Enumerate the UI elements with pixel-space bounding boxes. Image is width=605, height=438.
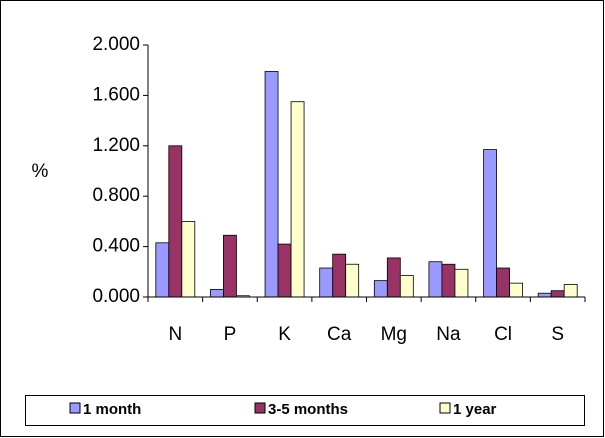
bar — [537, 292, 552, 298]
bar — [155, 242, 170, 298]
y-tick-label: 0.000 — [92, 286, 140, 307]
x-tick-label: Ca — [327, 324, 352, 345]
bar — [264, 71, 279, 298]
legend-label: 3-5 months — [268, 401, 348, 418]
x-tick-label: Na — [436, 324, 461, 345]
bar — [332, 253, 347, 298]
bar — [454, 268, 469, 298]
y-tick-label: 1.200 — [92, 135, 140, 156]
y-tick-label: 0.400 — [92, 236, 140, 257]
bar — [277, 243, 292, 298]
x-tick-label: N — [168, 324, 182, 345]
x-tick-label: S — [551, 324, 564, 345]
bar — [373, 280, 388, 298]
bar — [290, 101, 305, 298]
bar — [345, 263, 360, 298]
bar — [509, 282, 523, 298]
y-axis-label: % — [32, 161, 49, 182]
bar — [563, 283, 578, 298]
bar — [168, 145, 183, 298]
bar — [441, 263, 456, 298]
legend-label: 1 month — [83, 401, 141, 418]
legend-swatch — [254, 402, 266, 414]
x-tick-label: K — [278, 324, 291, 345]
legend-label: 1 year — [453, 401, 497, 418]
bar — [386, 257, 401, 298]
legend-box — [25, 395, 585, 426]
bar — [496, 267, 510, 298]
x-tick-label: Mg — [381, 324, 407, 345]
bar — [181, 220, 196, 298]
bar — [483, 149, 497, 298]
y-tick-label: 0.800 — [92, 185, 140, 206]
x-tick-label: P — [224, 324, 237, 345]
legend-swatch — [69, 402, 81, 414]
y-tick-label: 2.000 — [92, 34, 140, 55]
bar — [399, 275, 414, 298]
bar — [319, 267, 334, 298]
bar — [550, 290, 565, 298]
x-tick-label: Cl — [494, 324, 512, 345]
bar — [428, 261, 443, 298]
bar — [223, 234, 237, 298]
bar — [210, 289, 224, 298]
legend-swatch — [439, 402, 451, 414]
y-tick-label: 1.600 — [92, 84, 140, 105]
